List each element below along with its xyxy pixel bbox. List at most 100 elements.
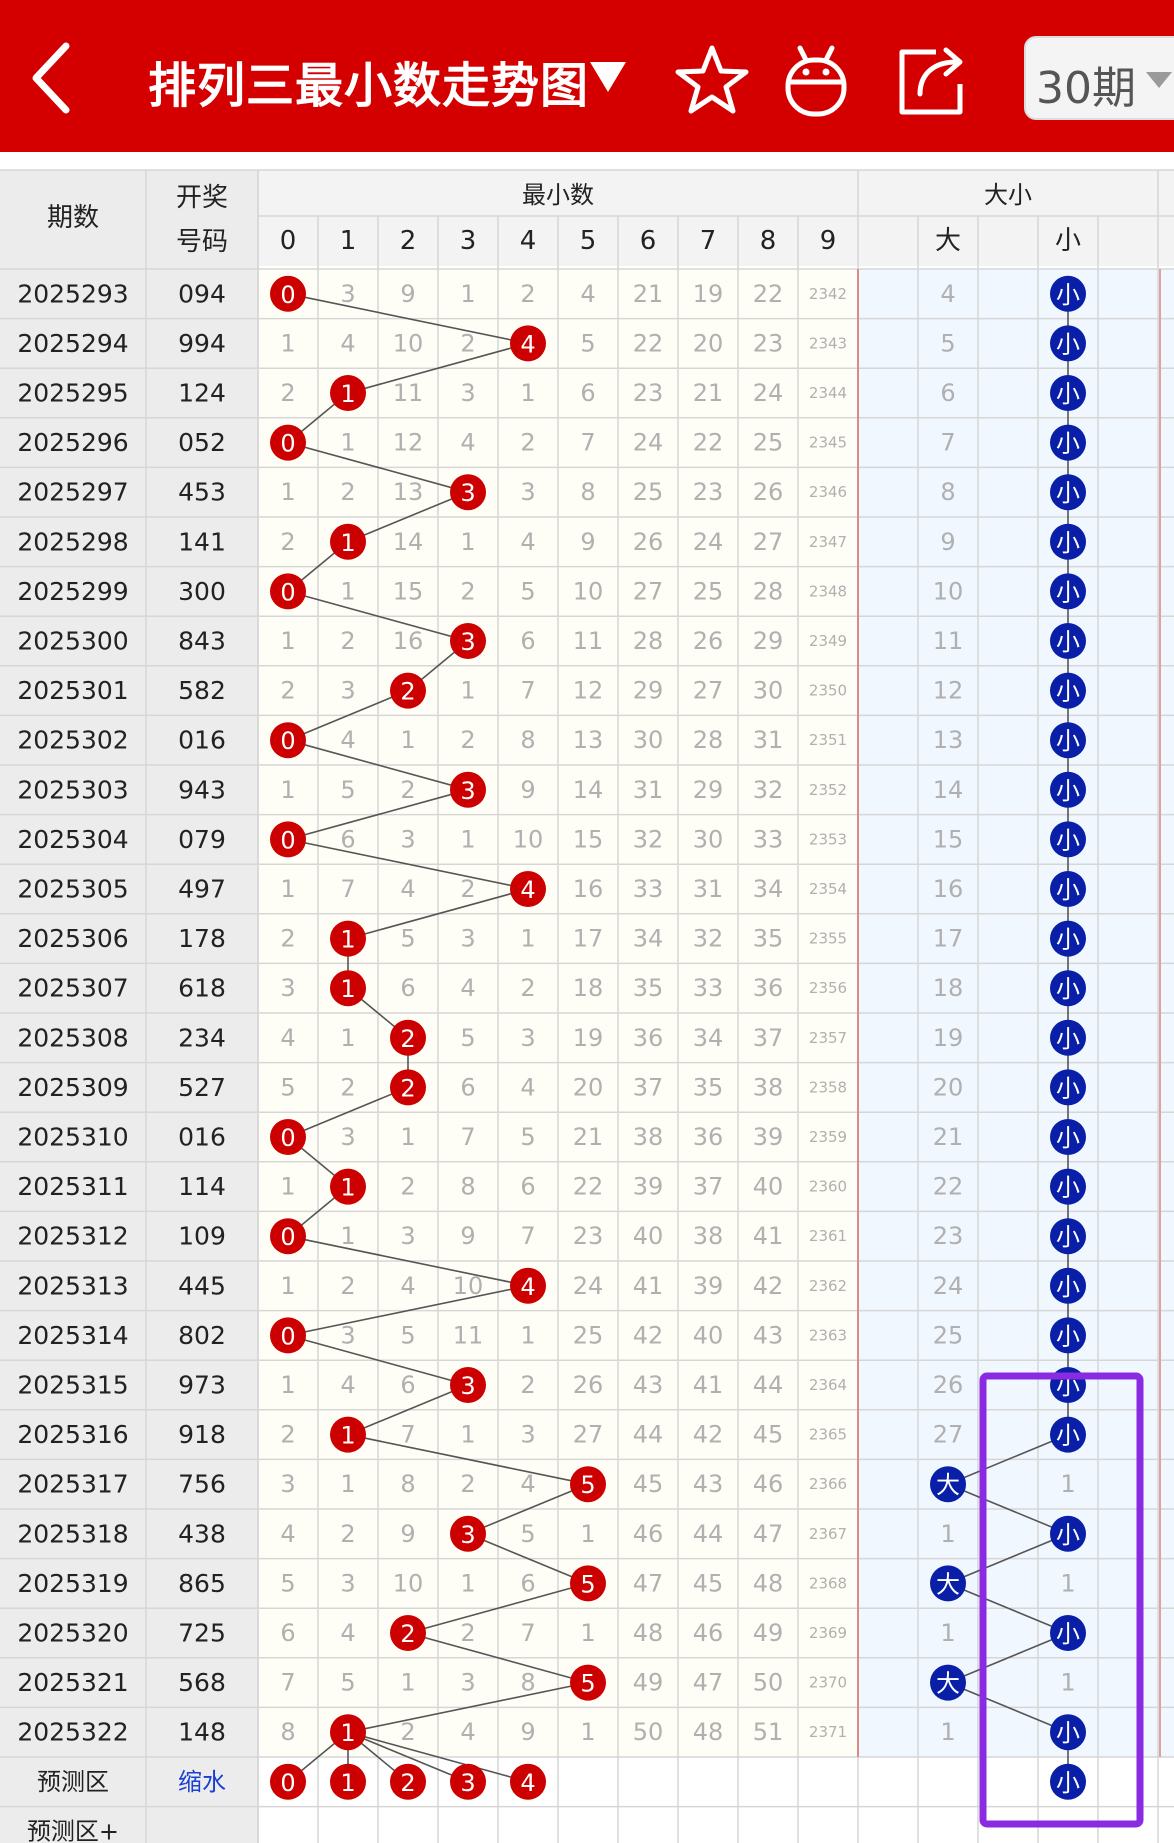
miss-cell: 6 xyxy=(580,379,595,407)
miss-cell: 41 xyxy=(753,1222,784,1250)
size-ball: 小 xyxy=(1050,771,1086,808)
page-title[interactable]: 排列三最小数走势图 xyxy=(148,58,590,114)
svg-text:0: 0 xyxy=(280,826,295,854)
period-cell: 2025295 xyxy=(17,379,128,408)
number-cell: 453 xyxy=(178,478,226,507)
miss-cell: 36 xyxy=(693,1123,724,1151)
miss-cell: 4 xyxy=(280,1520,295,1548)
miss-cell: 36 xyxy=(753,974,784,1002)
header-number-line1: 开奖 xyxy=(176,183,228,213)
miss-cell: 15 xyxy=(393,577,424,605)
miss-cell: 47 xyxy=(633,1569,664,1597)
period-cell: 2025306 xyxy=(17,924,128,953)
small-miss-cell: 1 xyxy=(1060,1569,1075,1597)
svg-text:小: 小 xyxy=(1056,926,1080,954)
period-cell: 2025317 xyxy=(17,1470,128,1499)
svg-text:小: 小 xyxy=(1056,777,1080,805)
miss-cell: 41 xyxy=(633,1272,664,1300)
predict-ball-0[interactable]: 0 xyxy=(270,1763,306,1800)
period-cell: 2025298 xyxy=(17,527,128,556)
miss-cell: 2360 xyxy=(809,1178,847,1196)
predict-ball-3[interactable]: 3 xyxy=(450,1763,486,1800)
header-digit-1: 1 xyxy=(340,226,357,256)
svg-text:3: 3 xyxy=(460,1521,475,1549)
robot-icon[interactable] xyxy=(776,40,856,120)
header-digit-8: 8 xyxy=(760,226,777,256)
miss-cell: 40 xyxy=(693,1321,724,1349)
miss-cell: 24 xyxy=(693,528,724,556)
miss-cell: 1 xyxy=(580,1520,595,1548)
miss-cell: 26 xyxy=(693,627,724,655)
svg-text:4: 4 xyxy=(520,330,535,358)
miss-cell: 4 xyxy=(400,1272,415,1300)
miss-cell: 10 xyxy=(453,1272,484,1300)
miss-cell: 21 xyxy=(573,1123,604,1151)
miss-cell: 11 xyxy=(393,379,424,407)
predict-ball-1[interactable]: 1 xyxy=(330,1763,366,1800)
big-miss-cell: 10 xyxy=(933,577,964,605)
miss-cell: 2361 xyxy=(809,1227,847,1245)
predict-plus-label[interactable]: 预测区+ xyxy=(27,1817,119,1843)
share-icon[interactable] xyxy=(890,40,970,120)
miss-cell: 46 xyxy=(753,1470,784,1498)
triangle-down-icon[interactable] xyxy=(588,60,628,96)
miss-cell: 3 xyxy=(340,677,355,705)
period-cell: 2025310 xyxy=(17,1123,128,1152)
big-miss-cell: 1 xyxy=(940,1718,955,1746)
miss-cell: 47 xyxy=(753,1520,784,1548)
miss-cell: 3 xyxy=(400,825,415,853)
miss-cell: 23 xyxy=(693,478,724,506)
number-cell: 802 xyxy=(178,1321,226,1350)
min-ball: 2 xyxy=(390,1615,426,1651)
header-number-line2: 号码 xyxy=(176,227,228,257)
number-cell: 300 xyxy=(178,577,226,606)
miss-cell: 2 xyxy=(340,627,355,655)
predict-ball-2[interactable]: 2 xyxy=(390,1763,426,1800)
miss-cell: 22 xyxy=(573,1173,604,1201)
star-icon[interactable] xyxy=(672,40,752,120)
miss-cell: 2344 xyxy=(809,384,847,402)
miss-cell: 9 xyxy=(400,1520,415,1548)
miss-cell: 2 xyxy=(520,280,535,308)
big-miss-cell: 26 xyxy=(933,1371,964,1399)
miss-cell: 27 xyxy=(693,677,724,705)
svg-text:0: 0 xyxy=(280,281,295,309)
miss-cell: 39 xyxy=(633,1173,664,1201)
miss-cell: 31 xyxy=(633,776,664,804)
period-cell: 2025322 xyxy=(17,1718,128,1747)
miss-cell: 2358 xyxy=(809,1078,847,1096)
size-ball: 小 xyxy=(1050,623,1086,659)
miss-cell: 7 xyxy=(580,429,595,457)
min-ball: 3 xyxy=(450,771,486,808)
miss-cell: 4 xyxy=(580,280,595,308)
miss-cell: 3 xyxy=(400,1222,415,1250)
svg-text:2: 2 xyxy=(400,1620,415,1648)
svg-text:小: 小 xyxy=(1056,1521,1080,1549)
number-cell: 973 xyxy=(178,1371,226,1400)
miss-cell: 1 xyxy=(460,280,475,308)
svg-text:小: 小 xyxy=(1056,1620,1080,1648)
chevron-left-icon[interactable] xyxy=(22,38,82,118)
miss-cell: 5 xyxy=(280,1569,295,1597)
min-ball: 1 xyxy=(330,1714,366,1751)
header-digit-9: 9 xyxy=(820,226,837,256)
miss-cell: 2 xyxy=(460,726,475,754)
svg-text:5: 5 xyxy=(580,1471,595,1499)
miss-cell: 2 xyxy=(400,1718,415,1746)
size-ball: 小 xyxy=(1050,1317,1086,1354)
period-select[interactable]: 30期 xyxy=(1024,36,1174,120)
svg-text:0: 0 xyxy=(280,727,295,755)
predict-ball-4[interactable]: 4 xyxy=(510,1763,546,1800)
miss-cell: 33 xyxy=(753,825,784,853)
miss-cell: 4 xyxy=(460,1718,475,1746)
number-cell: 016 xyxy=(178,1123,226,1152)
shrink-link[interactable]: 缩水 xyxy=(178,1768,226,1796)
svg-text:2: 2 xyxy=(400,1769,415,1797)
period-cell: 2025315 xyxy=(17,1371,128,1400)
predict-size-ball[interactable]: 小 xyxy=(1050,1763,1086,1800)
miss-cell: 1 xyxy=(400,1123,415,1151)
miss-cell: 1 xyxy=(520,1321,535,1349)
miss-cell: 19 xyxy=(573,1024,604,1052)
svg-text:小: 小 xyxy=(1056,430,1080,458)
big-miss-cell: 4 xyxy=(940,280,955,308)
